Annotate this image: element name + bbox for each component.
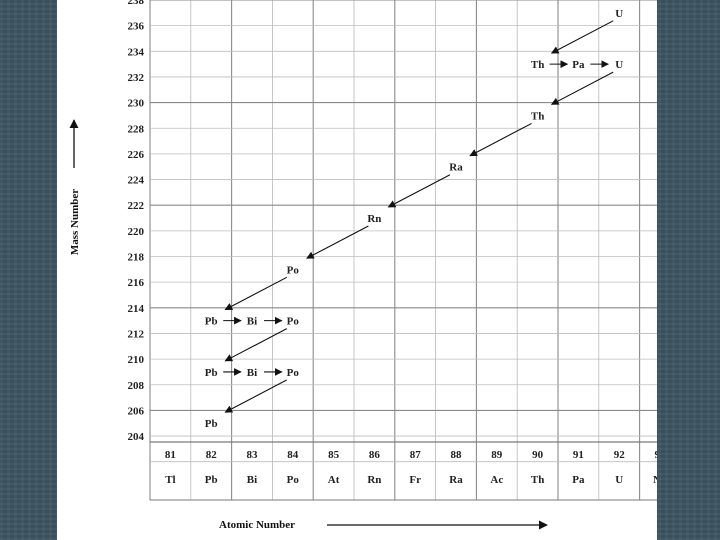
alpha-decay-arrow-Po214 [224,328,288,362]
nuclide-Po210: Po [287,367,300,379]
mass-number-216: 216 [128,277,145,289]
y-axis-title: Mass Number [69,189,81,255]
mass-number-212: 212 [128,328,145,340]
nuclide-Bi210: Bi [247,367,257,379]
mass-number-204: 204 [128,431,145,443]
mass-number-224: 224 [128,175,145,187]
decay-arrows [223,20,614,413]
atomic-number-table: 81 Tl 82 Pb 83 Bi 84 Po 85 At 86 Rn 87 Fr 88 Ra 89 Ac 90 Th… [165,449,657,486]
grid [149,0,657,501]
mass-number-226: 226 [128,149,145,161]
atomic-number-91: 91 [573,449,584,461]
mass-number-210: 210 [128,354,145,366]
nuclide-Ra226: Ra [449,162,463,174]
nuclide-Po218: Po [287,264,300,276]
x-axis-title: Atomic Number [219,519,295,531]
element-symbol-Tl: Tl [165,474,175,486]
mass-number-236: 236 [128,21,145,33]
element-symbol-Po: Po [287,474,300,486]
element-symbol-At: At [328,474,340,486]
nuclide-labels: U Th Pa U Th Ra Rn Po Pb Bi Po Pb Bi Po Pb [205,8,623,430]
decay-series-diagram: 238 236 234 232 230 228 226 224 222 220 218 216 214 2… [69,0,657,531]
alpha-decay-arrow-Po210 [224,379,288,413]
alpha-decay-arrow-U234 [550,71,614,105]
nuclide-Th230: Th [531,110,544,122]
mass-number-206: 206 [128,405,145,417]
nuclide-Pb214: Pb [205,316,218,328]
mass-number-230: 230 [128,98,145,110]
alpha-decay-arrow-U238 [550,20,614,54]
mass-number-222: 222 [128,200,145,212]
atomic-number-93: 93 [655,449,658,461]
x-axis-title-group: Atomic Number [219,519,548,531]
mass-number-232: 232 [128,72,145,84]
element-symbol-Pb: Pb [205,474,218,486]
slide: 238 236 234 232 230 228 226 224 222 220 218 216 214 2… [57,0,657,540]
element-symbol-U: U [615,474,623,486]
atomic-number-82: 82 [206,449,218,461]
atomic-number-84: 84 [287,449,299,461]
mass-number-218: 218 [128,252,145,264]
nuclide-Bi214: Bi [247,316,257,328]
nuclide-Pb206: Pb [205,418,218,430]
mass-number-238: 238 [128,0,145,7]
mass-number-234: 234 [128,46,145,58]
atomic-number-81: 81 [165,449,176,461]
alpha-decay-arrow-Th230 [469,122,532,157]
atomic-number-87: 87 [410,449,422,461]
element-symbol-Ra: Ra [449,474,463,486]
atomic-number-85: 85 [328,449,340,461]
nuclide-Th234: Th [531,59,544,71]
atomic-number-89: 89 [491,449,503,461]
atomic-number-88: 88 [451,449,463,461]
element-symbol-Np: Np [653,474,657,486]
alpha-decay-arrow-Ra226 [387,174,451,208]
element-symbol-Bi: Bi [247,474,257,486]
alpha-decay-arrow-Po218 [224,276,288,311]
atomic-number-92: 92 [614,449,626,461]
mass-number-214: 214 [128,303,145,315]
atomic-number-90: 90 [532,449,544,461]
mass-number-220: 220 [128,226,145,238]
mass-number-tick-labels: 238 236 234 232 230 228 226 224 222 220 218 216 214 2… [128,0,145,443]
y-axis-title-group: Mass Number [69,119,81,255]
alpha-decay-arrow-Rn222 [306,225,369,259]
nuclide-Po214: Po [287,316,300,328]
element-symbol-Fr: Fr [409,474,421,486]
atomic-number-83: 83 [247,449,259,461]
element-symbol-Rn: Rn [367,474,381,486]
nuclide-Rn222: Rn [367,213,381,225]
nuclide-U238: U [615,8,623,20]
mass-number-208: 208 [128,380,145,392]
nuclide-U234: U [615,59,623,71]
element-symbol-Pa: Pa [572,474,585,486]
nuclide-Pb210: Pb [205,367,218,379]
element-symbol-Th: Th [531,474,544,486]
nuclide-Pa234: Pa [572,59,585,71]
mass-number-228: 228 [128,123,145,135]
element-symbol-Ac: Ac [490,474,503,486]
atomic-number-86: 86 [369,449,381,461]
